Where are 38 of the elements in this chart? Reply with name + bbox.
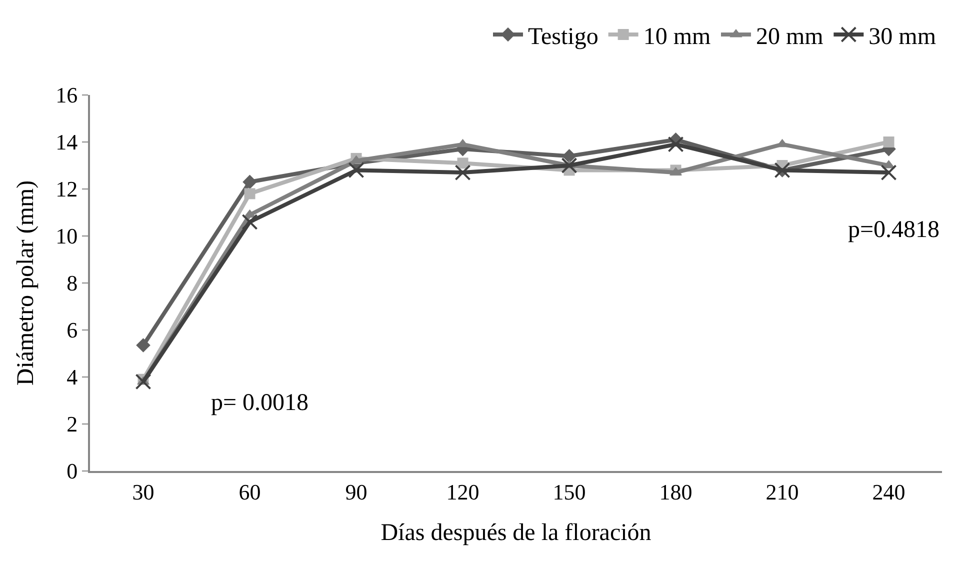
y-axis-title: Diámetro polar (mm) [13,180,40,386]
x-tick-label: 240 [872,479,906,504]
y-tick-label: 6 [66,318,78,343]
x-tick-label: 210 [766,479,799,504]
point [883,136,894,148]
legend-label: 20 mm [756,24,824,50]
legend-label: 30 mm [868,24,936,50]
point [348,162,364,178]
y-tick-label: 10 [56,224,78,249]
x-axis-title: Días después de la floración [380,520,652,546]
y-tick-label: 8 [66,270,78,296]
y-tick-label: 4 [66,364,78,390]
x-tick-label: 120 [446,479,480,504]
point [668,136,684,152]
point [880,164,897,181]
x-tick-label: 90 [345,479,368,504]
point [454,164,471,181]
point [135,374,152,390]
x-tick-label: 180 [659,479,692,504]
y-tick-label: 2 [66,412,78,437]
x-tick-label: 150 [552,479,586,504]
annotation: p= 0.0018 [211,390,309,416]
x-tick-label: 60 [238,479,261,504]
point [562,148,576,164]
point [242,214,258,230]
y-tick-label: 0 [66,458,78,484]
y-tick-label: 14 [56,130,78,155]
point [244,188,256,200]
point [457,158,468,169]
point [561,158,578,174]
point [136,338,150,352]
annotation: p=0.4818 [848,217,940,243]
point [242,174,257,190]
y-tick-label: 12 [56,176,78,202]
x-tick-label: 30 [132,479,154,504]
legend-label: 10 mm [643,24,711,50]
legend-label: Testigo [528,24,598,50]
y-tick-label: 16 [56,82,78,108]
